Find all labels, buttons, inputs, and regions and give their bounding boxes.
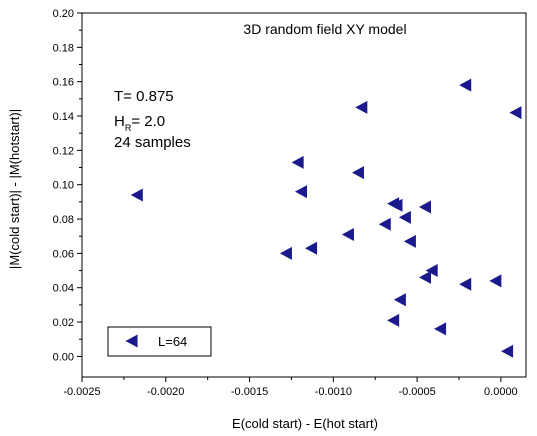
annotation-temperature: T= 0.875 (114, 88, 174, 105)
legend: L=64 (107, 326, 212, 357)
y-tick-label: 0.18 (53, 42, 74, 54)
data-point (341, 227, 354, 241)
data-point (291, 155, 304, 169)
data-point (418, 270, 431, 284)
x-axis-title: E(cold start) - E(hot start) (232, 416, 378, 431)
data-point (393, 293, 406, 307)
data-point (509, 106, 522, 120)
y-tick-label: 0.06 (53, 248, 74, 260)
data-point (425, 264, 438, 278)
data-point (387, 313, 400, 327)
annotation-field-label: HR= 2.0 (114, 113, 165, 133)
data-point (501, 344, 514, 358)
annotation-field-value: = 2.0 (131, 113, 165, 130)
chart-title: 3D random field XY model (243, 21, 406, 37)
annotation-block: T= 0.875 HR= 2.0 24 samples (114, 88, 191, 151)
y-axis-title: |M(cold start)| - |M(hotstart)| (7, 109, 22, 269)
data-point (294, 185, 308, 199)
y-tick-label: 0.14 (53, 111, 74, 123)
annotation-field-subscript: R (125, 123, 132, 133)
x-tick-label: -0.0010 (315, 386, 352, 398)
y-tick-label: 0.08 (53, 214, 74, 226)
x-tick-label: 0.0000 (484, 386, 518, 398)
ticks: -0.0025 -0.0020 -0.0015 -0.0010 -0.0005 0.000… (53, 8, 518, 398)
data-point (351, 166, 364, 180)
data-point (130, 188, 143, 202)
data-point (403, 234, 416, 248)
x-tick-label: -0.0025 (63, 386, 100, 398)
legend-marker (125, 334, 138, 348)
axes (81, 12, 527, 378)
data-point (418, 200, 431, 214)
data-point (279, 246, 292, 260)
data-point (459, 78, 472, 92)
data-point (390, 198, 403, 212)
y-tick-label: 0.16 (53, 77, 74, 89)
data-point (398, 210, 411, 224)
annotation-field-symbol: H (114, 113, 125, 130)
x-tick-label: -0.0005 (398, 386, 435, 398)
annotation-samples: 24 samples (114, 134, 191, 151)
y-tick-label: 0.04 (53, 283, 74, 295)
data-point (434, 322, 447, 336)
legend-box (107, 326, 212, 357)
data-point (378, 217, 391, 231)
y-tick-label: 0.02 (53, 317, 74, 329)
y-tick-label: 0.10 (53, 180, 74, 192)
y-tick-label: 0.12 (53, 145, 74, 157)
data-point (489, 274, 502, 288)
x-tick-label: -0.0020 (147, 386, 184, 398)
x-tick-label: -0.0015 (231, 386, 268, 398)
legend-label: L=64 (158, 334, 187, 349)
data-points (130, 78, 522, 358)
data-point (305, 241, 318, 255)
data-point (459, 277, 472, 291)
y-tick-label: 0.00 (53, 351, 74, 363)
y-tick-label: 0.20 (53, 8, 74, 20)
plot-frame (81, 12, 527, 378)
data-point (355, 100, 368, 114)
